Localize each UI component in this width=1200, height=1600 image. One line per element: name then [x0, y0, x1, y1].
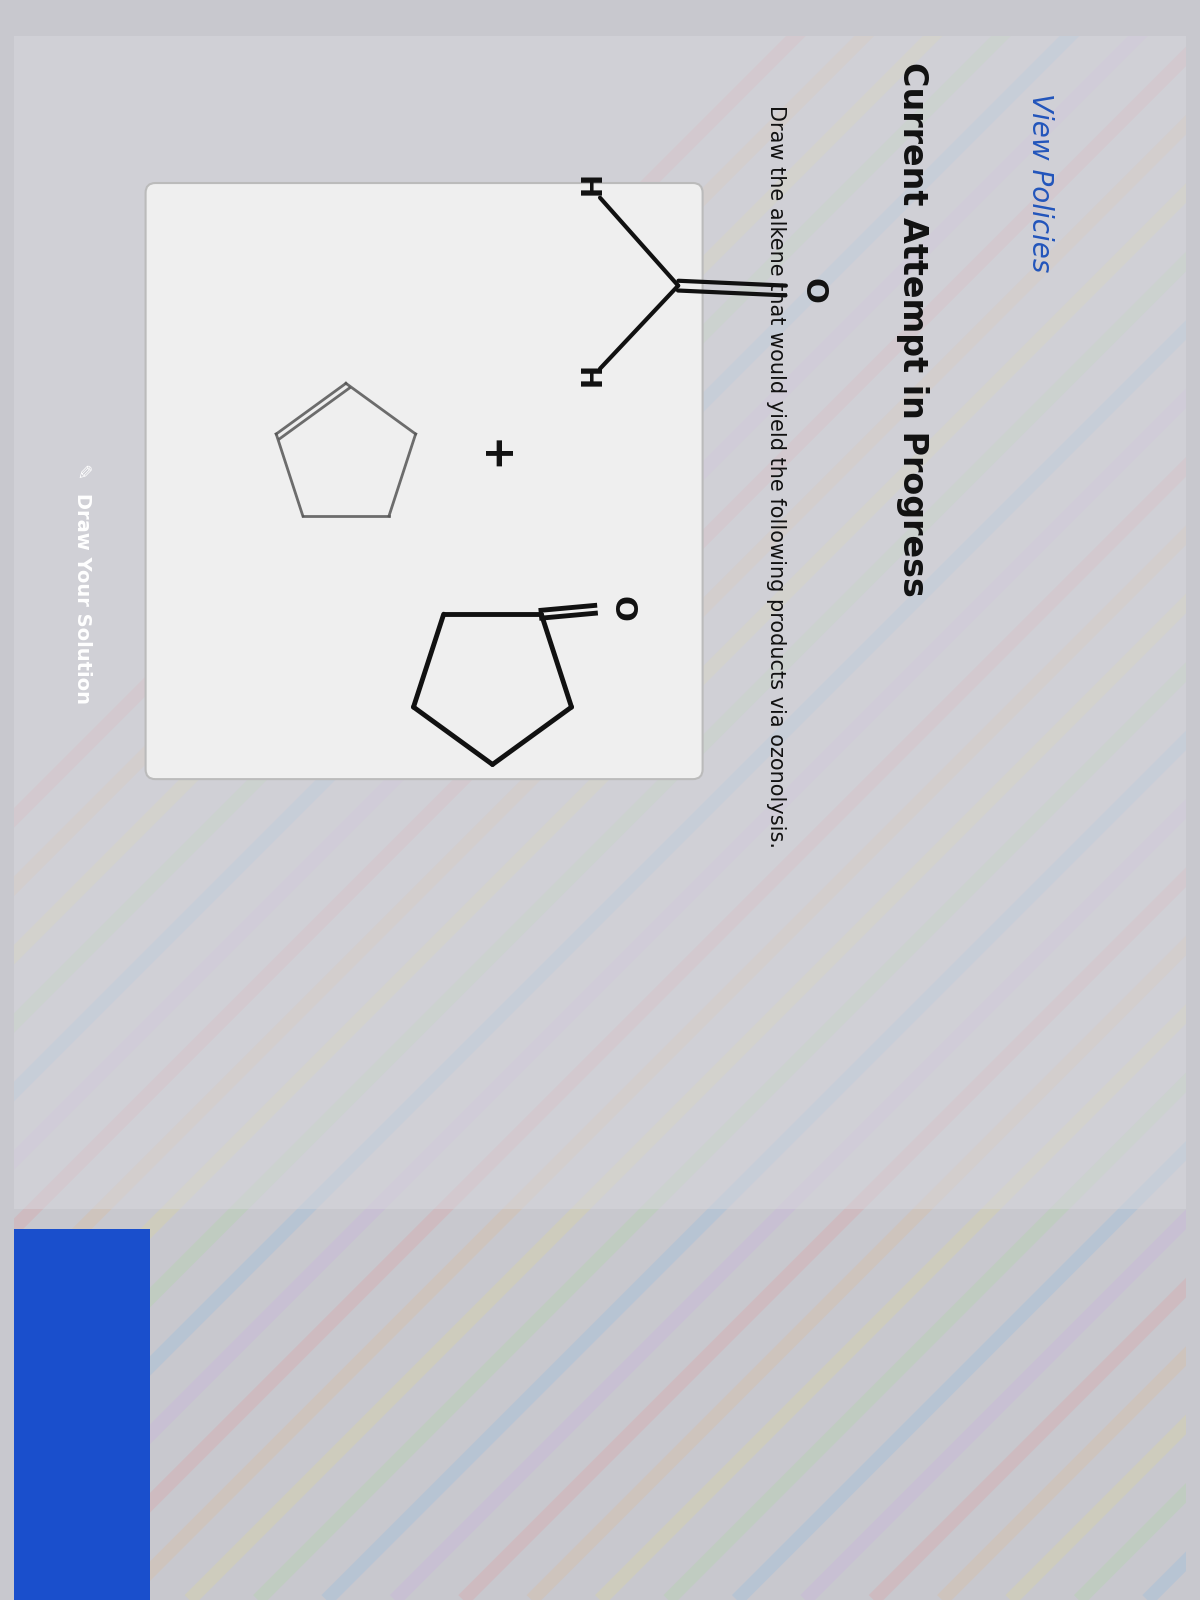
FancyBboxPatch shape [145, 182, 703, 779]
FancyBboxPatch shape [13, 1229, 150, 1600]
Text: ✎  Draw Your Solution: ✎ Draw Your Solution [72, 462, 91, 704]
Text: H: H [571, 176, 599, 200]
Bar [13, 37, 1187, 1210]
Text: O: O [608, 597, 637, 622]
Text: View Policies: View Policies [1026, 93, 1054, 272]
Text: H: H [571, 366, 599, 390]
Text: +: + [472, 440, 514, 474]
Text: O: O [798, 277, 828, 304]
Text: Draw the alkene that would yield the following products via ozonolysis.: Draw the alkene that would yield the fol… [766, 104, 786, 848]
Text: Current Attempt in Progress: Current Attempt in Progress [896, 62, 929, 597]
